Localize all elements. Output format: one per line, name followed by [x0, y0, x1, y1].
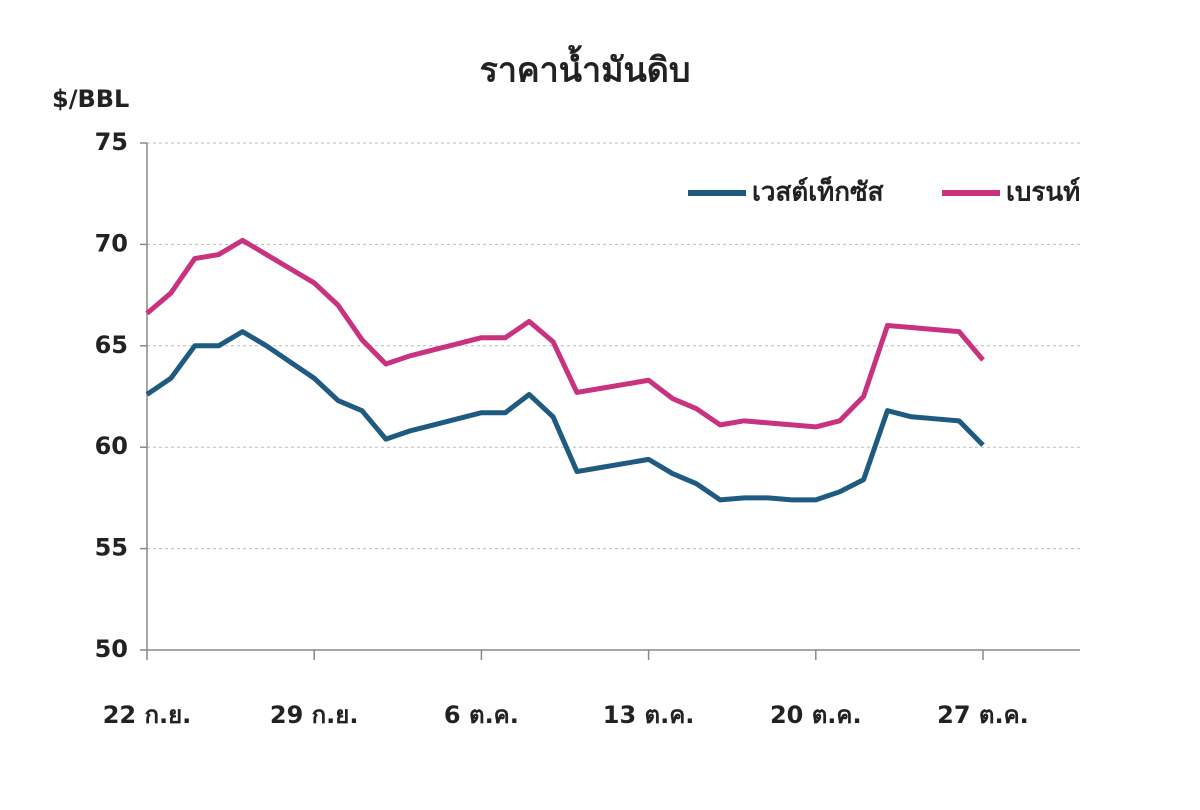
- y-tick-label: 50: [95, 635, 128, 663]
- x-tick-label: 6 ต.ค.: [444, 701, 519, 729]
- y-tick-label: 65: [95, 331, 128, 359]
- legend-label: เวสต์เท็กซัส: [752, 176, 884, 208]
- series-line: [145, 329, 985, 503]
- chart-title: ราคาน้ำมันดิบ: [480, 45, 691, 91]
- x-tick-label: 29 ก.ย.: [270, 701, 359, 729]
- y-tick-label: 75: [95, 128, 128, 156]
- x-tick-label: 22 ก.ย.: [103, 701, 192, 729]
- y-axis-label: $/BBL: [52, 85, 129, 113]
- y-tick-label: 55: [95, 534, 128, 562]
- y-tick-label: 60: [95, 432, 128, 460]
- x-tick-label: 20 ต.ค.: [770, 701, 862, 729]
- series-line: [145, 237, 985, 430]
- legend-label: เบรนท์: [1006, 177, 1080, 208]
- x-tick-label: 27 ต.ค.: [937, 701, 1029, 729]
- y-tick-label: 70: [95, 229, 128, 257]
- x-tick-label: 13 ต.ค.: [603, 701, 695, 729]
